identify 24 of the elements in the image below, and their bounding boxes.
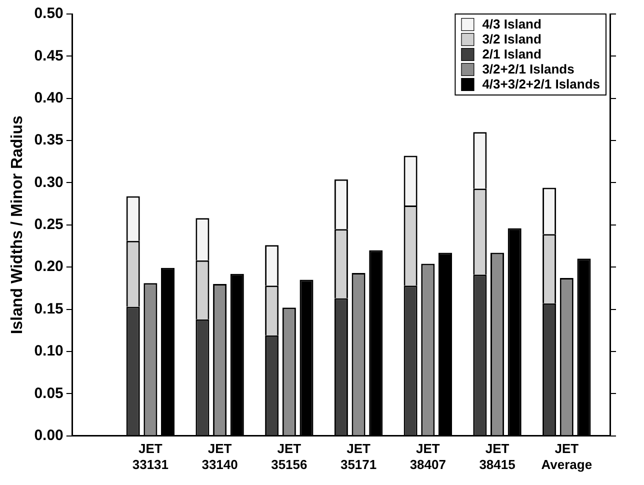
y-tick-label: 0.40: [34, 90, 64, 106]
y-tick-label: 0.15: [34, 300, 64, 318]
x-tick-label: JET 33140: [202, 441, 238, 472]
legend-label: 4/3 Island: [482, 16, 542, 32]
x-tick-label: JET 33131: [132, 441, 169, 472]
y-tick-label: 0.25: [34, 216, 64, 234]
y-tick-label: 0.50: [34, 5, 64, 22]
x-tick-label: JET 35156: [271, 441, 308, 472]
y-axis-title: Island Widths / Minor Radius: [9, 116, 26, 334]
y-tick-label: 0.45: [34, 47, 64, 64]
x-tick-label: JET 38407: [410, 441, 446, 472]
x-tick-label: JET Average: [541, 441, 592, 472]
x-tick-label: JET 35171: [340, 441, 377, 472]
legend-label: 4/3+3/2+2/1 Islands: [482, 76, 600, 92]
legend-label: 3/2+2/1 Islands: [482, 62, 574, 77]
y-tick-label: 0.00: [34, 426, 64, 444]
y-tick-label: 0.30: [34, 174, 64, 191]
y-tick-label: 0.05: [34, 384, 64, 402]
legend-label: 3/2 Island: [482, 32, 542, 47]
y-tick-label: 0.20: [34, 258, 64, 276]
y-tick-label: 0.10: [34, 342, 64, 360]
y-tick-label: 0.35: [34, 132, 64, 149]
legend-label: 2/1 Island: [482, 46, 542, 62]
x-tick-label: JET 38415: [479, 441, 516, 472]
